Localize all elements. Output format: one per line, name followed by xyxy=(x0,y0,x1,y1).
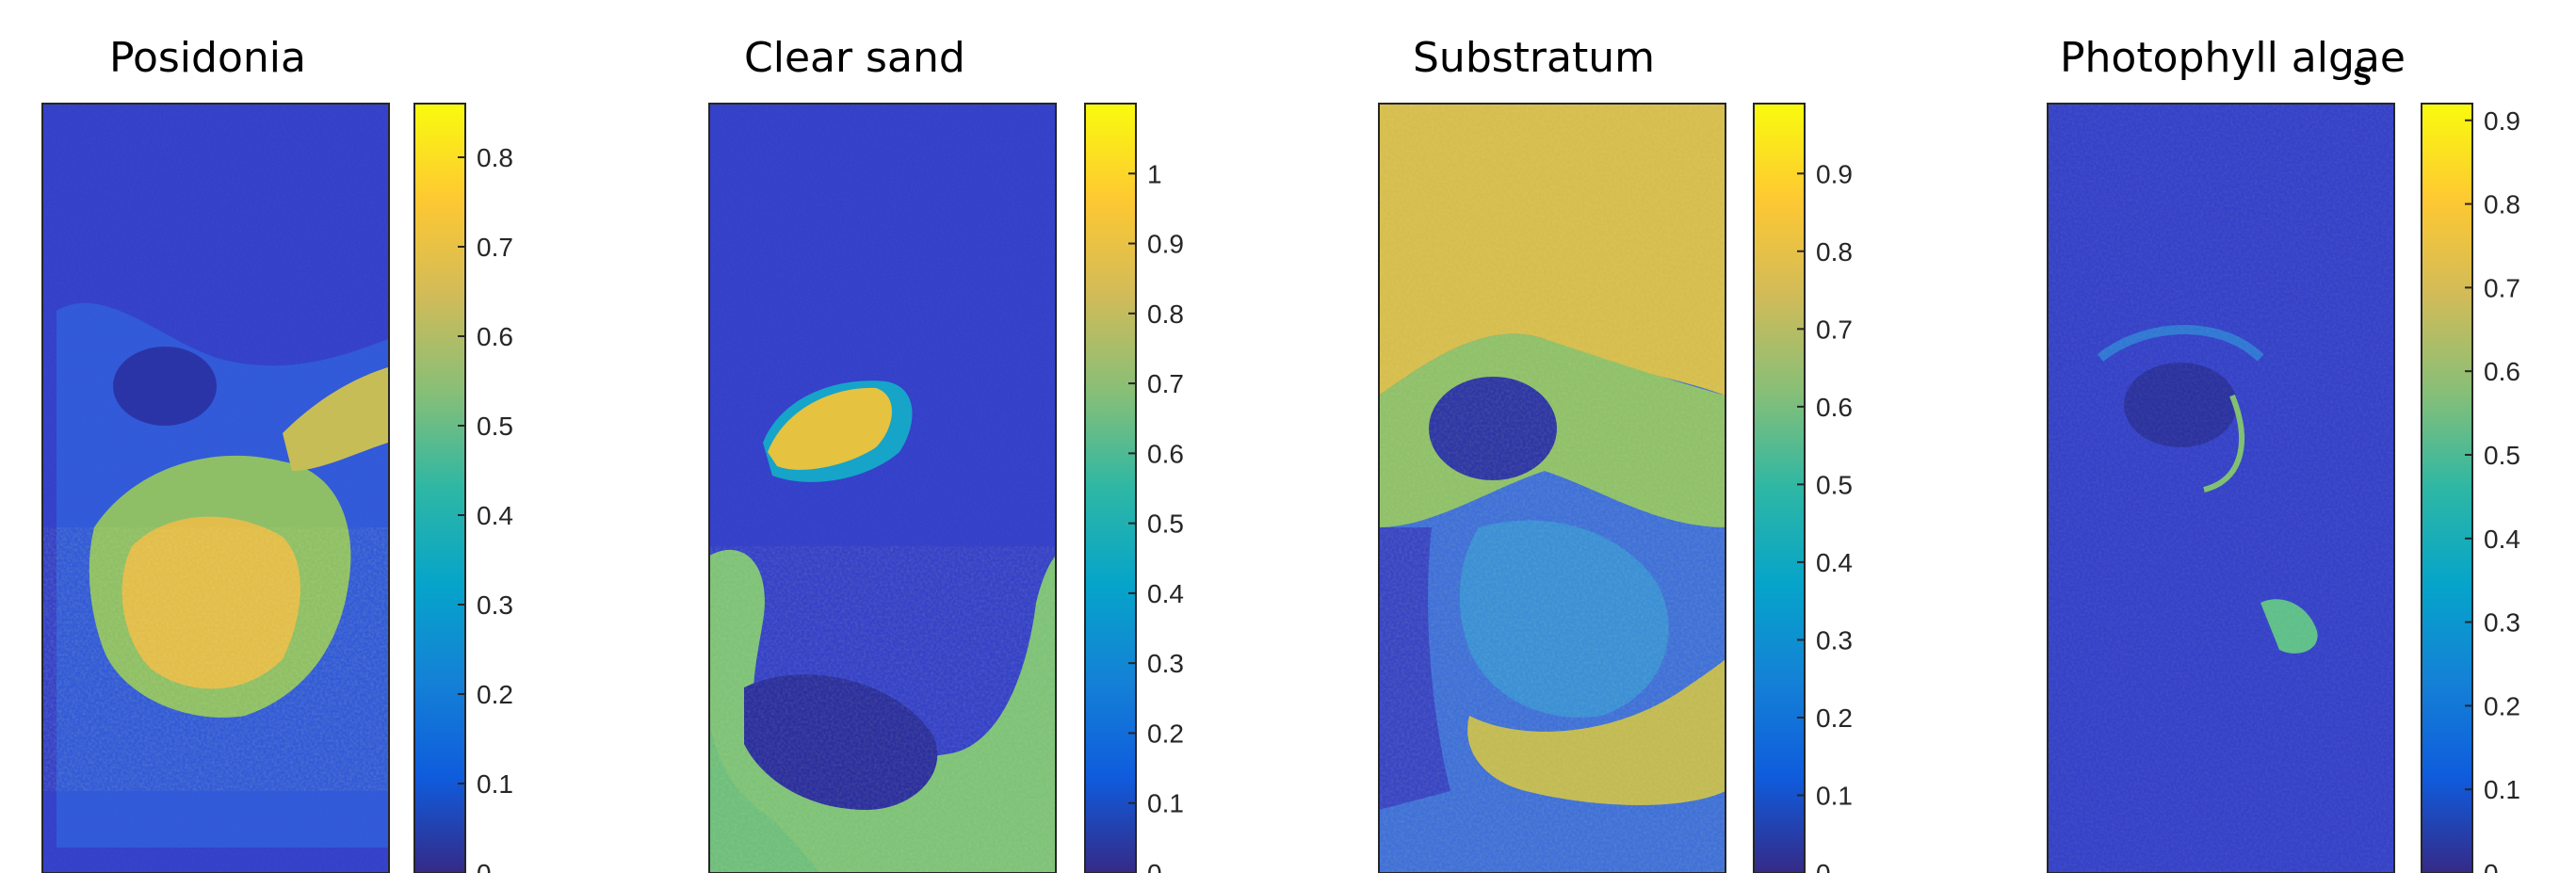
colorbar-tick-label: 0.5 xyxy=(477,412,513,441)
colorbar-tick-label: 0.8 xyxy=(1147,299,1184,329)
colorbar-tick-label: 0.1 xyxy=(477,769,513,799)
colorbar-tick-label: 0.6 xyxy=(1147,439,1184,468)
colorbar-tick-label: 0.4 xyxy=(477,501,513,530)
colorbar-tick-label: 1 xyxy=(1147,159,1162,188)
colorbar-tick-label: 0.9 xyxy=(1816,159,1853,188)
colorbar: 0 0.1 0.2 0.3 0.4 0.5 0.6 0.7 0.8 0.9 xyxy=(1753,103,1853,873)
overlap-fragment: s xyxy=(2353,54,2372,92)
panel-clear-sand: Clear sand 0 0.1 0.2 0.3 0.4 0.5 0.6 0.7 0.8 0.9 1 xyxy=(708,34,1184,873)
colorbar-tick-label: 0 xyxy=(1147,859,1162,873)
colorbar-tick-label: 0.7 xyxy=(1147,369,1184,398)
colorbar-tick-label: 0.3 xyxy=(1147,649,1184,678)
colorbar-tick-label: 0.4 xyxy=(1816,548,1853,577)
colorbar-tick-label: 0.3 xyxy=(2484,608,2520,638)
colorbar-tick-label: 0.6 xyxy=(2484,357,2520,386)
heatmap-image xyxy=(42,104,389,873)
colorbar-tick-label: 0.8 xyxy=(477,143,513,172)
panel-substratum: Substratum 0 0.1 0.2 0.3 0.4 0.5 0.6 0.7 0.8 0.9 xyxy=(1378,34,1853,873)
colorbar-tick-label: 0 xyxy=(2484,859,2499,873)
panel-title: Posidonia xyxy=(109,34,306,82)
heatmap-image xyxy=(1379,104,1725,873)
colorbar-tick-label: 0.1 xyxy=(1147,789,1184,818)
colorbar: 0 0.1 0.2 0.3 0.4 0.5 0.6 0.7 0.8 0.9 xyxy=(2421,103,2520,873)
colorbar-tick-label: 0.2 xyxy=(1147,719,1184,748)
colorbar-tick-label: 0.9 xyxy=(2484,106,2520,136)
colorbar-tick-label: 0.4 xyxy=(2484,525,2520,554)
colorbar-tick-label: 0.8 xyxy=(2484,190,2520,219)
colorbar-tick-label: 0.6 xyxy=(1816,393,1853,422)
heatmap-image xyxy=(2048,104,2394,873)
colorbar-tick-label: 0.2 xyxy=(2484,691,2520,720)
colorbar-tick-label: 0.6 xyxy=(477,322,513,351)
panel-photophyll-algae: Photophyll algae s 0 0.1 0.2 0.3 0.4 0.5 0.6 0.… xyxy=(2047,34,2520,873)
colorbar-tick-label: 0.7 xyxy=(2484,273,2520,302)
colorbar-tick-label: 0.7 xyxy=(477,233,513,262)
colorbar-tick-label: 0.3 xyxy=(1816,625,1853,655)
colorbar-tick-label: 0.1 xyxy=(1816,781,1853,810)
colorbar-tick-label: 0.9 xyxy=(1147,230,1184,259)
colorbar-tick-label: 0.1 xyxy=(2484,775,2520,804)
colorbar-tick-label: 0 xyxy=(1816,859,1831,873)
colorbar-tick-label: 0.4 xyxy=(1147,579,1184,608)
colorbar-tick-label: 0.2 xyxy=(477,680,513,709)
panel-title: Photophyll algae xyxy=(2060,34,2406,82)
colorbar-tick-label: 0 xyxy=(477,859,492,873)
colorbar-tick-label: 0.2 xyxy=(1816,703,1853,733)
heatmap-image xyxy=(709,104,1056,873)
colorbar-tick-label: 0.5 xyxy=(1816,470,1853,499)
colorbar-tick-label: 0.3 xyxy=(477,590,513,620)
colorbar-tick-label: 0.8 xyxy=(1816,237,1853,267)
colorbar-tick-label: 0.7 xyxy=(1816,315,1853,344)
panel-title: Substratum xyxy=(1413,34,1655,82)
panel-title: Clear sand xyxy=(744,34,965,82)
panel-posidonia: Posidonia 0 0.1 0.2 0.3 0.4 0.5 0.6 0.7 0.8 xyxy=(41,34,513,873)
colorbar: 0 0.1 0.2 0.3 0.4 0.5 0.6 0.7 0.8 0.9 1 xyxy=(1084,103,1184,873)
colorbar-tick-label: 0.5 xyxy=(1147,509,1184,539)
colorbar: 0 0.1 0.2 0.3 0.4 0.5 0.6 0.7 0.8 xyxy=(413,103,513,873)
colorbar-tick-label: 0.5 xyxy=(2484,441,2520,470)
